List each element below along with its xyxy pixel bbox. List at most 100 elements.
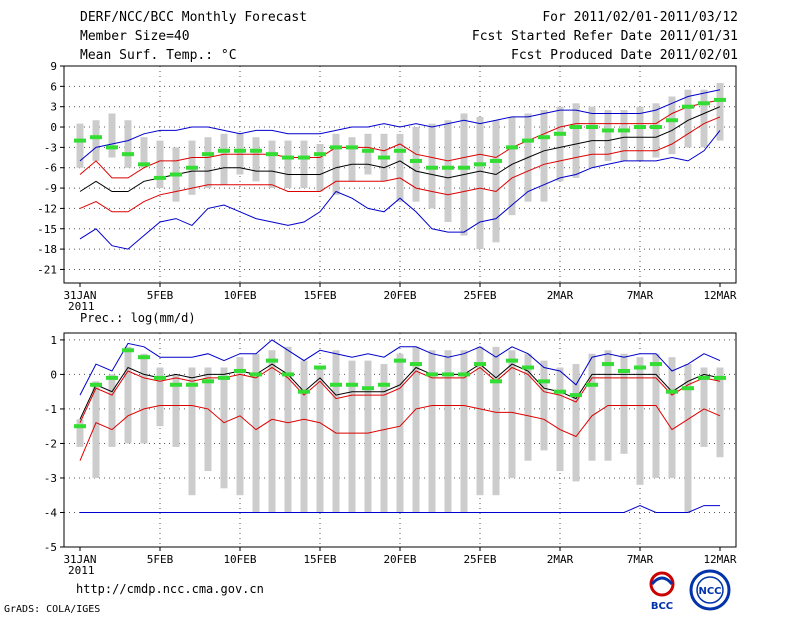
median-marker bbox=[554, 389, 566, 394]
median-marker bbox=[650, 125, 662, 130]
ensemble-box bbox=[364, 133, 372, 175]
ensemble-box bbox=[284, 140, 292, 189]
y-tick-label: -18 bbox=[37, 243, 57, 256]
median-marker bbox=[490, 158, 502, 163]
median-marker bbox=[346, 145, 358, 150]
ensemble-box bbox=[652, 353, 660, 478]
median-marker bbox=[554, 131, 566, 136]
ensemble-box bbox=[588, 353, 596, 461]
x-tick-label: 25FEB bbox=[463, 553, 496, 566]
ensemble-mean-line bbox=[79, 363, 721, 420]
precip-variable-label: Prec.: log(mm/d) bbox=[80, 311, 196, 325]
x-year-label: 2011 bbox=[68, 300, 95, 313]
y-tick-label: 0 bbox=[50, 121, 57, 134]
median-marker bbox=[698, 375, 710, 380]
produced-date-label: Fcst Produced Date 2011/02/01 bbox=[511, 48, 738, 63]
y-tick-label: -12 bbox=[37, 202, 57, 215]
median-marker bbox=[90, 135, 102, 140]
median-marker bbox=[618, 368, 630, 373]
median-marker bbox=[570, 393, 582, 398]
median-marker bbox=[522, 365, 534, 370]
ncc-logo: NCC bbox=[688, 568, 732, 612]
mean-minus-spread-line bbox=[79, 116, 721, 213]
ensemble-box bbox=[124, 120, 132, 168]
x-tick-label: 5FEB bbox=[147, 289, 174, 302]
ensemble-box bbox=[108, 374, 116, 447]
median-marker bbox=[682, 386, 694, 391]
y-tick-label: -3 bbox=[44, 141, 57, 154]
x-tick-label: 7MAR bbox=[627, 553, 654, 566]
ensemble-min-line bbox=[79, 130, 721, 250]
ensemble-box bbox=[620, 353, 628, 454]
y-tick-label: -21 bbox=[37, 263, 57, 276]
y-tick-label: -6 bbox=[44, 162, 57, 175]
median-marker bbox=[538, 379, 550, 384]
median-marker bbox=[458, 372, 470, 377]
y-tick-label: 9 bbox=[50, 60, 57, 73]
ensemble-box bbox=[476, 346, 484, 496]
chart-title: DERF/NCC/BCC Monthly Forecast bbox=[80, 10, 307, 25]
ensemble-box bbox=[684, 89, 692, 148]
ensemble-box bbox=[492, 346, 500, 496]
ensemble-box bbox=[716, 367, 724, 458]
ensemble-box bbox=[668, 357, 676, 478]
ensemble-box bbox=[252, 137, 260, 182]
ensemble-box bbox=[156, 140, 164, 189]
median-marker bbox=[154, 375, 166, 380]
ensemble-box bbox=[236, 357, 244, 496]
ensemble-box bbox=[220, 133, 228, 185]
median-marker bbox=[634, 365, 646, 370]
x-tick-label: 25FEB bbox=[463, 289, 496, 302]
mean-plus-spread-line bbox=[79, 366, 721, 423]
ensemble-box bbox=[76, 123, 84, 168]
refer-date-label: Fcst Started Refer Date 2011/01/31 bbox=[471, 29, 738, 44]
x-tick-label: 5FEB bbox=[147, 553, 174, 566]
ensemble-box bbox=[332, 350, 340, 513]
median-marker bbox=[186, 382, 198, 387]
median-marker bbox=[538, 135, 550, 140]
x-tick-label: 10FEB bbox=[223, 289, 256, 302]
source-url[interactable]: http://cmdp.ncc.cma.gov.cn bbox=[76, 582, 264, 596]
ensemble-box bbox=[428, 350, 436, 513]
ensemble-box bbox=[636, 357, 644, 485]
median-marker bbox=[250, 372, 262, 377]
median-marker bbox=[106, 145, 118, 150]
ensemble-box bbox=[700, 367, 708, 447]
temperature-chart: -21 -18 -15 -12 -9 -6 -3 0 3 6 9 31JAN 5FEB 10FEB 15FE… bbox=[37, 60, 737, 313]
median-marker bbox=[586, 125, 598, 130]
ensemble-box bbox=[572, 364, 580, 482]
x-tick-label: 10FEB bbox=[223, 553, 256, 566]
x-tick-label: 15FEB bbox=[303, 553, 336, 566]
y-tick-label: -2 bbox=[44, 437, 57, 450]
median-marker bbox=[714, 97, 726, 102]
median-marker bbox=[122, 348, 134, 353]
ensemble-box bbox=[556, 367, 564, 472]
median-marker bbox=[682, 104, 694, 109]
ensemble-box bbox=[332, 133, 340, 195]
median-marker bbox=[490, 379, 502, 384]
ensemble-box bbox=[348, 137, 356, 182]
ensemble-box bbox=[636, 106, 644, 161]
x-tick-label: 15FEB bbox=[303, 289, 336, 302]
ensemble-box bbox=[700, 89, 708, 148]
median-marker bbox=[698, 101, 710, 106]
median-marker bbox=[266, 152, 278, 157]
ensemble-box bbox=[412, 346, 420, 513]
ensemble-max-line bbox=[79, 89, 721, 162]
y-tick-label: -15 bbox=[37, 223, 57, 236]
ensemble-box bbox=[460, 350, 468, 513]
median-marker bbox=[298, 155, 310, 160]
median-marker bbox=[282, 372, 294, 377]
ensemble-box bbox=[300, 140, 308, 189]
median-marker bbox=[410, 158, 422, 163]
median-marker bbox=[218, 148, 230, 153]
ncc-logo-text: NCC bbox=[698, 586, 721, 597]
ensemble-box bbox=[508, 350, 516, 478]
bcc-logo-text: BCC bbox=[651, 601, 673, 612]
median-marker bbox=[202, 379, 214, 384]
ensemble-min-line bbox=[80, 505, 720, 513]
median-marker bbox=[234, 368, 246, 373]
median-marker bbox=[458, 165, 470, 170]
x-tick-label: 31JAN bbox=[63, 289, 96, 302]
ensemble-box bbox=[604, 110, 612, 161]
